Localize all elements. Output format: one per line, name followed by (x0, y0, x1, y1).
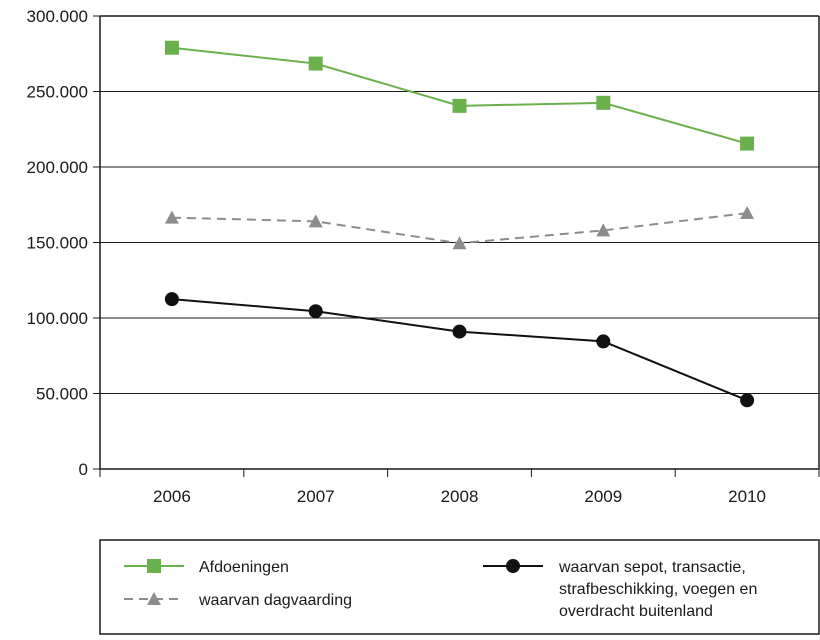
x-tick-label: 2010 (728, 487, 766, 506)
series-line (171, 46, 748, 145)
legend-label: overdracht buitenland (559, 603, 713, 620)
legend-label: waarvan dagvaarding (198, 592, 352, 609)
data-point (308, 214, 323, 228)
legend-label: waarvan sepot, transactie, (558, 559, 746, 576)
data-point (164, 40, 179, 55)
legend-label: strafbeschikking, voegen en (559, 581, 757, 598)
series-line (171, 298, 748, 402)
data-point (740, 206, 755, 220)
x-tick-label: 2009 (584, 487, 622, 506)
legend-item-1: Afdoeningen (124, 559, 289, 576)
data-point (164, 292, 179, 307)
data-point (452, 236, 467, 250)
y-tick-label: 100.000 (27, 309, 88, 328)
y-tick-label: 0 (79, 460, 88, 479)
series-lines (164, 40, 755, 408)
data-point (596, 223, 611, 237)
data-point (596, 95, 611, 110)
data-point (740, 136, 755, 151)
y-tick-label: 200.000 (27, 158, 88, 177)
y-tick-label: 50.000 (36, 385, 88, 404)
legend: Afdoeningen waarvan dagvaarding waarvan se… (99, 539, 820, 635)
y-tick-label: 250.000 (27, 83, 88, 102)
legend-marker (506, 559, 520, 573)
data-point (452, 98, 467, 113)
y-tick-label: 300.000 (27, 7, 88, 26)
data-point (164, 210, 179, 224)
legend-marker (147, 592, 161, 605)
legend-item-3: waarvan sepot, transactie, strafbeschikki… (483, 559, 757, 620)
series-1 (164, 40, 755, 151)
series-3 (164, 292, 755, 408)
data-point (740, 393, 755, 408)
legend-box (99, 539, 820, 635)
data-point (452, 324, 467, 339)
data-point (596, 334, 611, 349)
data-point (308, 304, 323, 319)
legend-item-2: waarvan dagvaarding (124, 592, 352, 609)
axes: 0 50.000 100.000 150.000 200.000 250.000 300.0… (27, 7, 820, 506)
x-tick-label: 2008 (441, 487, 479, 506)
x-tick-label: 2006 (153, 487, 191, 506)
x-tick-label: 2007 (297, 487, 335, 506)
data-point (308, 56, 323, 71)
legend-label: Afdoeningen (199, 559, 289, 576)
series-2 (164, 206, 755, 250)
y-tick-label: 150.000 (27, 234, 88, 253)
legend-marker (147, 559, 161, 573)
